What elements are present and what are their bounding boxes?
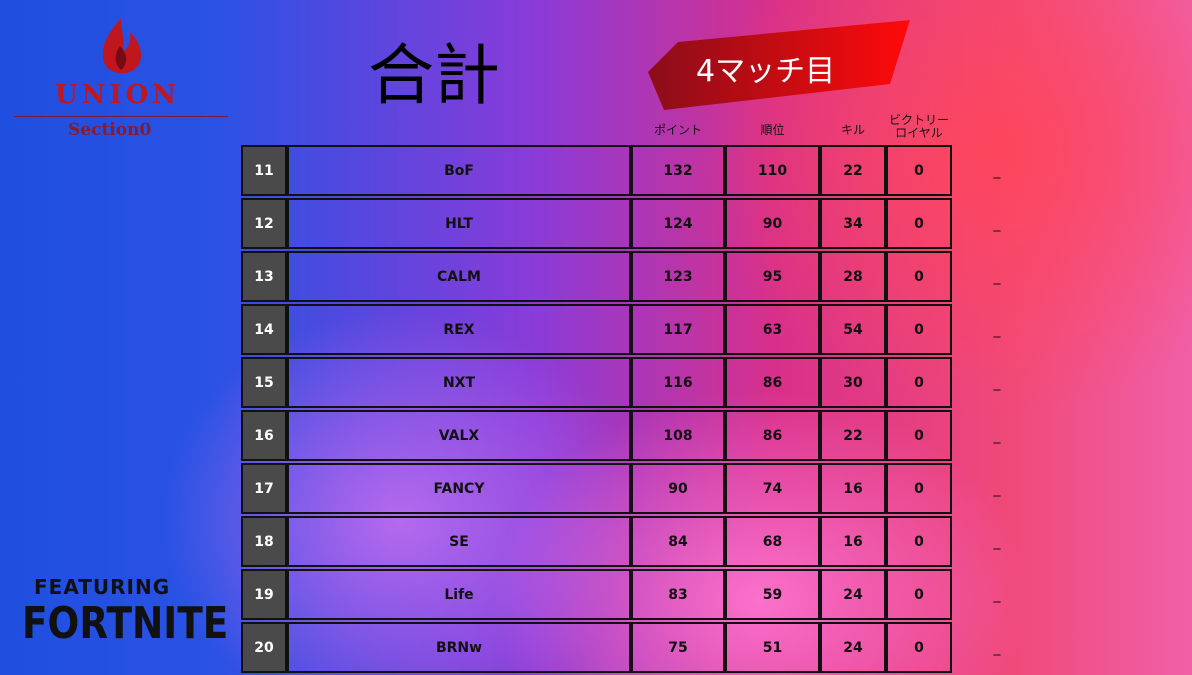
cell-kills: 16 [820,463,886,514]
cell-dash: _ [993,321,1001,338]
cell-team: HLT [287,198,631,249]
logo-name: UNION [55,80,181,110]
cell-victory: 0 [886,622,952,673]
cell-dash: _ [993,374,1001,391]
cell-points: 117 [631,304,725,355]
cell-kills: 16 [820,516,886,567]
cell-victory: 0 [886,569,952,620]
cell-rank: 16 [241,410,287,461]
cell-placement: 63 [725,304,820,355]
cell-points: 75 [631,622,725,673]
cell-rank: 20 [241,622,287,673]
header-kills: キル [840,123,865,137]
cell-team: Life [287,569,631,620]
cell-victory: 0 [886,198,952,249]
cell-rank: 14 [241,304,287,355]
cell-placement: 59 [725,569,820,620]
cell-victory: 0 [886,251,952,302]
cell-dash: _ [993,586,1001,603]
cell-victory: 0 [886,145,952,196]
cell-dash: _ [993,427,1001,444]
cell-victory: 0 [886,357,952,408]
game-logo: FORTNITE [22,598,229,649]
header-victory: ビクトリー ロイヤル [886,114,952,140]
cell-dash: _ [993,639,1001,656]
badge-shape [648,20,910,110]
cell-dash: _ [993,480,1001,497]
badge-text: 4マッチ目 [696,54,836,89]
cell-placement: 110 [725,145,820,196]
cell-team: NXT [287,357,631,408]
header-victory-line: ロイヤル [895,126,943,140]
cell-kills: 30 [820,357,886,408]
cell-kills: 54 [820,304,886,355]
cell-placement: 68 [725,516,820,567]
cell-rank: 17 [241,463,287,514]
cell-points: 123 [631,251,725,302]
cell-victory: 0 [886,304,952,355]
cell-team: SE [287,516,631,567]
cell-points: 90 [631,463,725,514]
cell-kills: 34 [820,198,886,249]
cell-victory: 0 [886,463,952,514]
cell-points: 124 [631,198,725,249]
cell-placement: 86 [725,357,820,408]
cell-placement: 86 [725,410,820,461]
cell-rank: 11 [241,145,287,196]
cell-dash: _ [993,533,1001,550]
cell-victory: 0 [886,410,952,461]
header-points: ポイント [653,123,702,137]
cell-rank: 15 [241,357,287,408]
cell-victory: 0 [886,516,952,567]
cell-kills: 24 [820,622,886,673]
cell-placement: 95 [725,251,820,302]
cell-kills: 22 [820,410,886,461]
cell-kills: 22 [820,145,886,196]
cell-team: CALM [287,251,631,302]
cell-rank: 12 [241,198,287,249]
featuring: FEATURING [34,575,171,599]
title: 合計 [368,37,500,114]
header-placement: 順位 [760,123,785,137]
cell-rank: 13 [241,251,287,302]
cell-placement: 74 [725,463,820,514]
cell-points: 83 [631,569,725,620]
cell-team: BoF [287,145,631,196]
cell-team: REX [287,304,631,355]
cell-kills: 24 [820,569,886,620]
cell-dash: _ [993,215,1001,232]
logo-flame [102,18,142,74]
cell-team: BRNw [287,622,631,673]
cell-placement: 51 [725,622,820,673]
cell-dash: _ [993,162,1001,179]
cell-team: VALX [287,410,631,461]
cell-points: 84 [631,516,725,567]
cell-team: FANCY [287,463,631,514]
logo-line [14,116,228,117]
header-victory-line: ビクトリー [888,113,949,127]
cell-rank: 18 [241,516,287,567]
cell-dash: _ [993,268,1001,285]
cell-points: 116 [631,357,725,408]
logo-sub: Section0 [68,120,152,140]
cell-points: 132 [631,145,725,196]
cell-rank: 19 [241,569,287,620]
cell-placement: 90 [725,198,820,249]
cell-kills: 28 [820,251,886,302]
cell-points: 108 [631,410,725,461]
